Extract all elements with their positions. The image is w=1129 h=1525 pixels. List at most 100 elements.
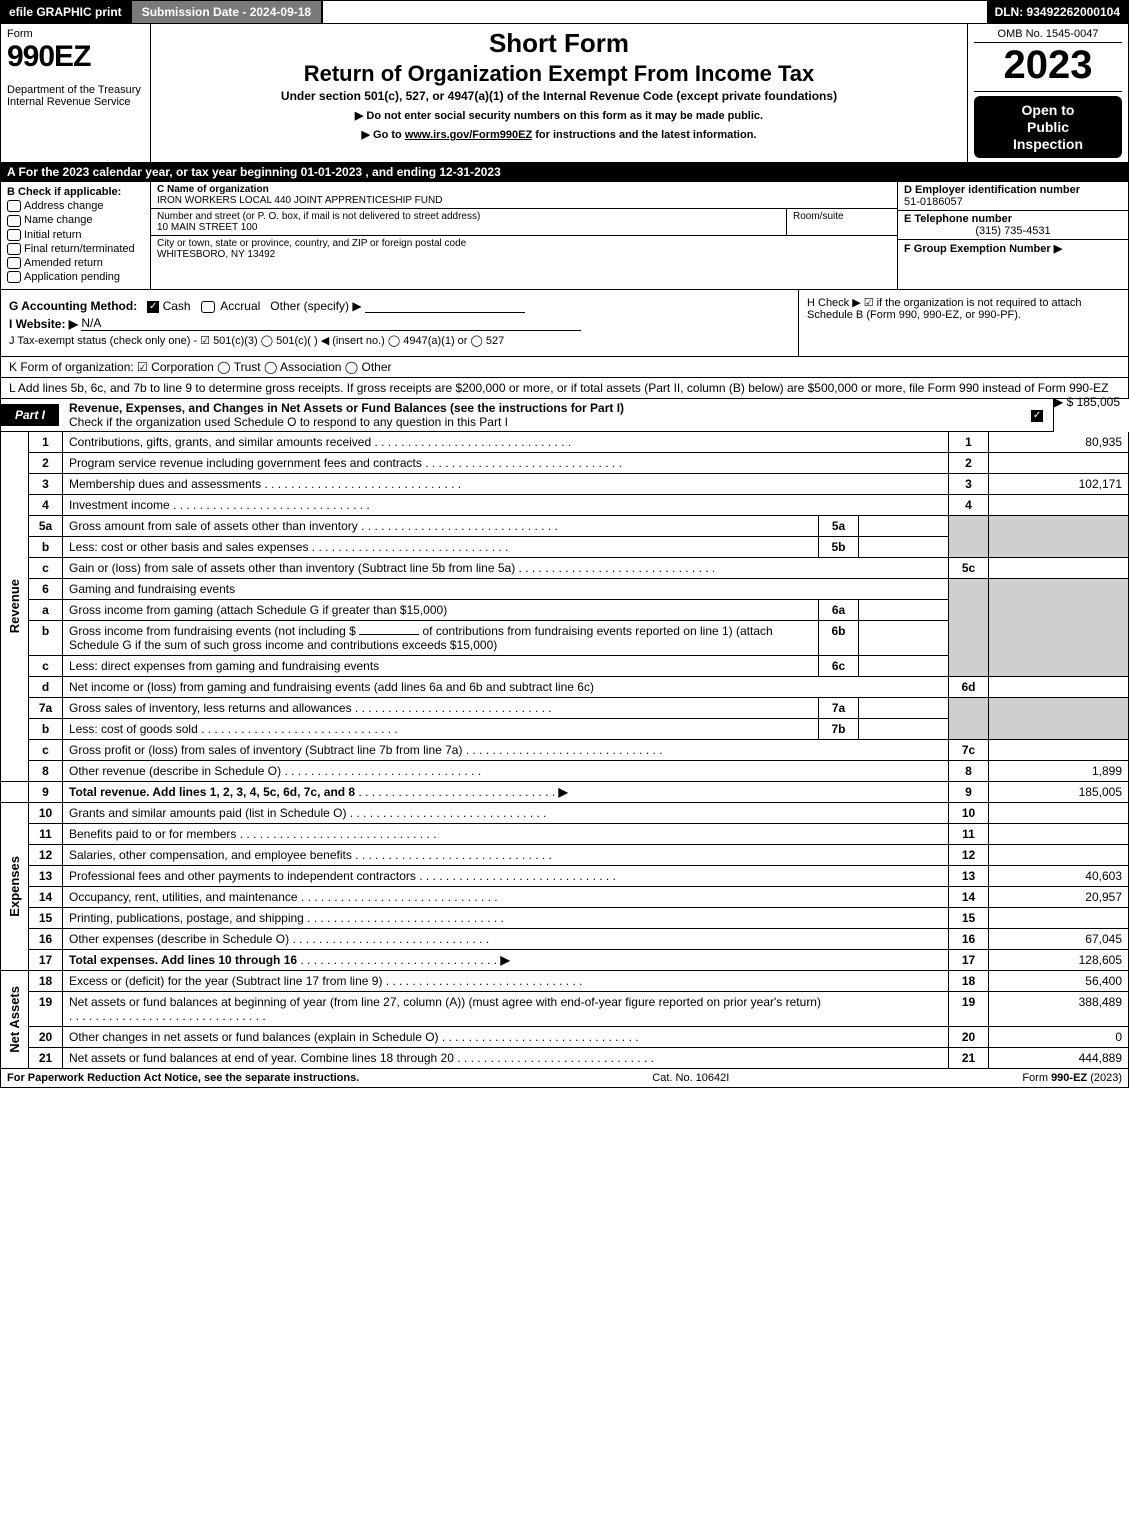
ln20-d: Other changes in net assets or fund bala…	[63, 1026, 949, 1047]
ln3-amt: 102,171	[989, 473, 1129, 494]
ln7c-d: Gross profit or (loss) from sales of inv…	[63, 739, 949, 760]
ln6b-blank	[359, 634, 419, 635]
ln17-n: 17	[29, 949, 63, 970]
ln6-d: Gaming and fundraising events	[63, 578, 949, 599]
ln8-d: Other revenue (describe in Schedule O)	[63, 760, 949, 781]
ln8-num: 8	[949, 760, 989, 781]
ln4-n: 4	[29, 494, 63, 515]
ln20-num: 20	[949, 1026, 989, 1047]
ln7b-val	[859, 718, 949, 739]
ln21-n: 21	[29, 1047, 63, 1068]
ln18-amt: 56,400	[989, 971, 1129, 992]
dept-label: Department of the Treasury Internal Reve…	[7, 84, 144, 108]
part-i-checkbox[interactable]: ✓	[1031, 408, 1053, 422]
ln19-n: 19	[29, 991, 63, 1026]
ln15-d: Printing, publications, postage, and shi…	[63, 907, 949, 928]
part-i-desc: Revenue, Expenses, and Changes in Net As…	[59, 399, 1031, 431]
ln10-d: Grants and similar amounts paid (list in…	[63, 803, 949, 824]
form-word: Form	[7, 28, 144, 40]
ln7b-mini: 7b	[819, 718, 859, 739]
ln17-num: 17	[949, 949, 989, 970]
chk-final-return[interactable]: Final return/terminated	[7, 243, 144, 255]
header-left: Form 990EZ Department of the Treasury In…	[1, 24, 151, 162]
ln7a-mini: 7a	[819, 697, 859, 718]
form-number: 990EZ	[7, 40, 144, 74]
ln6b-val	[859, 620, 949, 655]
chk-name-change[interactable]: Name change	[7, 214, 144, 226]
ln8-n: 8	[29, 760, 63, 781]
ln1-n: 1	[29, 432, 63, 453]
row-l-gross-receipts: L Add lines 5b, 6c, and 7b to line 9 to …	[0, 378, 1129, 399]
ln8-amt: 1,899	[989, 760, 1129, 781]
short-form-title: Short Form	[159, 28, 959, 59]
note-ssn: ▶ Do not enter social security numbers o…	[159, 109, 959, 122]
ln10-n: 10	[29, 803, 63, 824]
website-line: I Website: ▶ N/A	[9, 316, 790, 331]
footer-mid: Cat. No. 10642I	[359, 1072, 1022, 1084]
room-suite-label: Room/suite	[787, 209, 897, 235]
ln7a-d: Gross sales of inventory, less returns a…	[63, 697, 819, 718]
ln6d-d: Net income or (loss) from gaming and fun…	[63, 676, 949, 697]
phone-label: E Telephone number	[904, 213, 1012, 225]
ln12-d: Salaries, other compensation, and employ…	[63, 844, 949, 865]
footer-right: Form 990-EZ (2023)	[1022, 1072, 1122, 1084]
ln1-amt: 80,935	[989, 432, 1129, 453]
other-specify-input[interactable]	[365, 312, 525, 313]
chk-cash[interactable]: ✓	[147, 301, 159, 313]
ln1-num: 1	[949, 432, 989, 453]
open-line1: Open to	[976, 102, 1120, 119]
header-center: Short Form Return of Organization Exempt…	[151, 24, 968, 162]
ln15-amt	[989, 907, 1129, 928]
chk-accrual[interactable]	[201, 301, 215, 313]
ln5c-amt	[989, 557, 1129, 578]
ln19-amt: 388,489	[989, 991, 1129, 1026]
section-ghij: G Accounting Method: ✓ Cash Accrual Othe…	[0, 290, 1129, 357]
accounting-method-line: G Accounting Method: ✓ Cash Accrual Othe…	[9, 299, 790, 313]
expenses-table: Expenses 10 Grants and similar amounts p…	[0, 803, 1129, 971]
street-value: 10 MAIN STREET 100	[157, 222, 257, 233]
grey-5-amt	[989, 515, 1129, 557]
phone-value: (315) 735-4531	[904, 225, 1122, 237]
efile-print-button[interactable]: efile GRAPHIC print	[1, 1, 132, 23]
ln14-d: Occupancy, rent, utilities, and maintena…	[63, 886, 949, 907]
ln5a-val	[859, 515, 949, 536]
row-k-form-org: K Form of organization: ☑ Corporation ◯ …	[0, 357, 1129, 378]
ln14-n: 14	[29, 886, 63, 907]
ln21-amt: 444,889	[989, 1047, 1129, 1068]
main-title: Return of Organization Exempt From Incom…	[159, 61, 959, 87]
ln12-num: 12	[949, 844, 989, 865]
net-assets-table: Net Assets 18 Excess or (deficit) for th…	[0, 971, 1129, 1069]
ln16-amt: 67,045	[989, 928, 1129, 949]
grey-6	[949, 578, 989, 676]
ln6d-amt	[989, 676, 1129, 697]
side-net-assets: Net Assets	[1, 971, 29, 1069]
sec-h-text: H Check ▶ ☑ if the organization is not r…	[807, 297, 1082, 321]
top-bar: efile GRAPHIC print Submission Date - 20…	[0, 0, 1129, 24]
ln6c-n: c	[29, 655, 63, 676]
irs-link[interactable]: www.irs.gov/Form990EZ	[405, 129, 532, 141]
section-c: C Name of organization IRON WORKERS LOCA…	[151, 182, 898, 289]
chk-initial-return[interactable]: Initial return	[7, 229, 144, 241]
submission-date-button[interactable]: Submission Date - 2024-09-18	[132, 1, 323, 23]
ln9-num: 9	[949, 781, 989, 802]
ln9-n: 9	[29, 781, 63, 802]
ln21-d: Net assets or fund balances at end of ye…	[63, 1047, 949, 1068]
section-b: B Check if applicable: Address change Na…	[1, 182, 151, 289]
section-g: G Accounting Method: ✓ Cash Accrual Othe…	[1, 290, 798, 356]
ln7c-n: c	[29, 739, 63, 760]
part-i-check-line: Check if the organization used Schedule …	[69, 415, 508, 429]
chk-address-change[interactable]: Address change	[7, 200, 144, 212]
ln7a-val	[859, 697, 949, 718]
org-name-row: C Name of organization IRON WORKERS LOCA…	[151, 182, 897, 209]
ln5b-val	[859, 536, 949, 557]
sec-b-title: B Check if applicable:	[7, 186, 144, 198]
ln4-amt	[989, 494, 1129, 515]
chk-application-pending[interactable]: Application pending	[7, 271, 144, 283]
ln13-amt: 40,603	[989, 865, 1129, 886]
ln2-num: 2	[949, 452, 989, 473]
ln5b-d: Less: cost or other basis and sales expe…	[63, 536, 819, 557]
open-line3: Inspection	[976, 136, 1120, 153]
ln7b-n: b	[29, 718, 63, 739]
ln7c-num: 7c	[949, 739, 989, 760]
chk-amended-return[interactable]: Amended return	[7, 257, 144, 269]
